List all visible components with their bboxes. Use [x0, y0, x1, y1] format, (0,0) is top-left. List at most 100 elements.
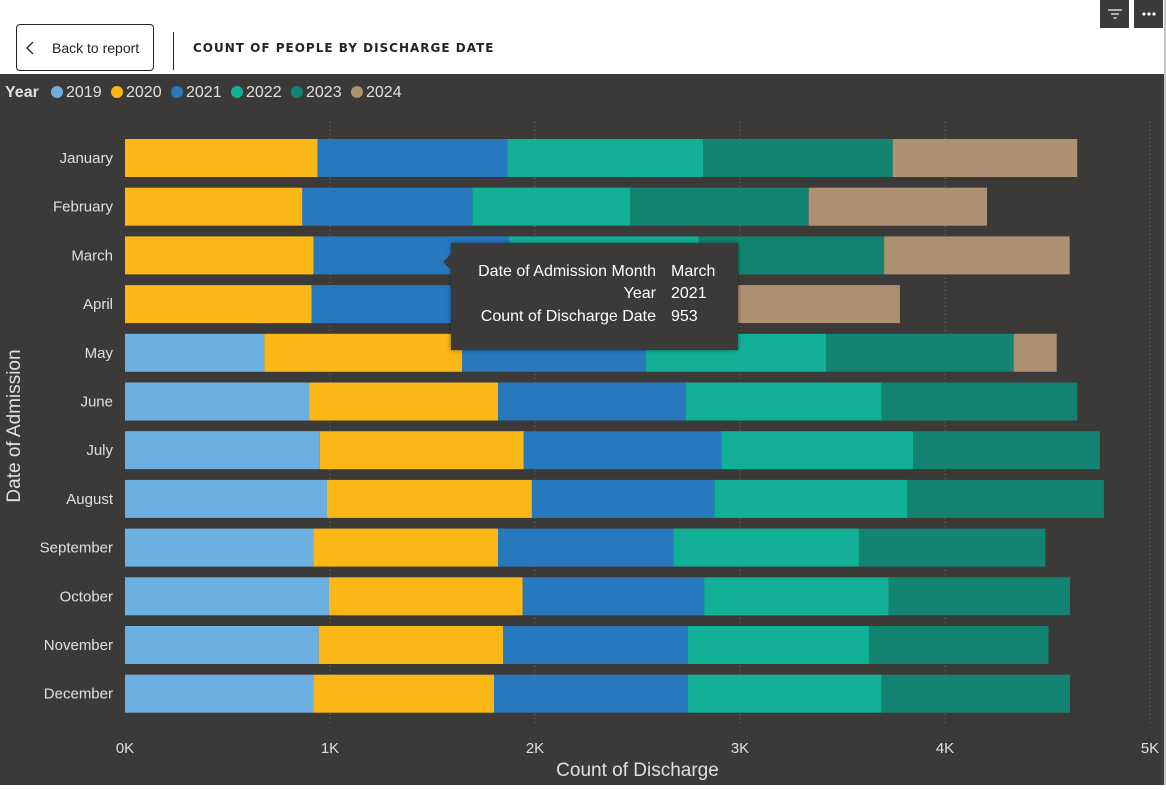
bar-segment	[302, 187, 473, 226]
bar-segment	[888, 577, 1071, 616]
bar-segment	[881, 382, 1078, 421]
bar-segment	[498, 382, 686, 421]
y-tick-label: August	[66, 491, 114, 508]
legend-label: 2024	[366, 84, 402, 101]
report-header: Back to report COUNT OF PEOPLE BY DISCHA…	[0, 0, 1166, 74]
bar-segment	[326, 479, 532, 518]
bar-segment	[907, 479, 1104, 518]
y-tick-label: December	[44, 686, 113, 703]
bar-segment	[319, 431, 524, 470]
bar-segment	[125, 479, 327, 518]
bar-segment	[881, 674, 1071, 713]
tooltip-key: Year	[623, 285, 656, 302]
x-tick-label: 3K	[731, 740, 749, 757]
bar-segment	[125, 528, 314, 567]
tooltip-pointer	[443, 254, 451, 270]
page-title: COUNT OF PEOPLE BY DISCHARGE DATE	[193, 41, 495, 55]
bar-segment	[309, 382, 499, 421]
bar-segment	[869, 626, 1049, 664]
legend-marker	[351, 86, 363, 98]
legend-label: 2022	[246, 84, 282, 101]
bar-segment	[313, 528, 499, 567]
chart-tooltip: Date of Admission Month March Year 2021 …	[443, 243, 738, 350]
bar-segment	[503, 626, 688, 664]
legend-label: 2020	[126, 84, 162, 101]
filter-icon	[1107, 9, 1122, 19]
legend-label: 2019	[66, 84, 102, 101]
bar-segment	[125, 333, 265, 372]
x-tick-label: 2K	[526, 740, 544, 757]
bar-segment	[125, 674, 314, 713]
bar-segment	[721, 431, 914, 470]
bar-segment	[826, 333, 1014, 372]
y-tick-label: September	[40, 540, 113, 557]
tooltip-row: Year 2021	[451, 285, 738, 307]
x-tick-label: 1K	[321, 740, 339, 757]
y-tick-label: November	[44, 637, 113, 654]
bar-segment	[125, 139, 318, 177]
filter-button[interactable]	[1100, 0, 1129, 28]
bar-segment	[523, 431, 722, 470]
y-tick-label: January	[60, 150, 114, 167]
back-to-report-label: Back to report	[52, 39, 140, 56]
y-axis-title: Date of Admission	[4, 349, 25, 502]
bar-segment	[317, 139, 508, 177]
chart-panel: January February March April May June July Augu…	[0, 74, 1166, 785]
x-tick-label: 0K	[116, 740, 134, 757]
legend-marker	[291, 86, 303, 98]
stacked-bar-chart: January February March April May June July Augu…	[4, 84, 1159, 781]
tooltip-value: 953	[671, 308, 698, 325]
tooltip-row: Count of Discharge Date 953	[451, 308, 738, 330]
bar-segment	[125, 187, 303, 226]
bar-segment	[125, 431, 320, 470]
y-tick-label: July	[86, 442, 113, 459]
bar-segment	[125, 285, 312, 324]
bar-segment	[328, 577, 523, 616]
x-axis-title: Count of Discharge	[556, 760, 719, 781]
bar-segment	[630, 187, 809, 226]
legend-title: Year	[5, 84, 39, 101]
tooltip-value: 2021	[671, 285, 707, 302]
legend-marker	[231, 86, 243, 98]
tooltip-value: March	[671, 263, 716, 280]
bar-segment	[704, 577, 889, 616]
bar-segment	[808, 187, 988, 226]
more-options-icon	[1141, 12, 1156, 16]
y-tick-label: May	[85, 345, 114, 362]
legend-marker	[111, 86, 123, 98]
bar-segment	[1013, 333, 1057, 372]
x-tick-label: 5K	[1141, 740, 1159, 757]
bar-segment	[884, 236, 1070, 275]
legend-marker	[171, 86, 183, 98]
bar-segment	[892, 139, 1078, 177]
bar-segment	[125, 382, 310, 421]
y-tick-label: February	[53, 199, 114, 216]
y-tick-label: October	[60, 588, 113, 605]
bar-segment	[522, 577, 705, 616]
back-to-report-button[interactable]: Back to report	[16, 24, 154, 71]
y-tick-label: March	[71, 247, 113, 264]
bar-segment	[687, 674, 882, 713]
bar-segment	[714, 479, 908, 518]
more-options-button[interactable]	[1134, 0, 1163, 28]
bar-segment	[318, 626, 504, 664]
bar-segment	[858, 528, 1046, 567]
bar-segment	[125, 577, 329, 616]
tooltip-key: Count of Discharge Date	[480, 308, 656, 325]
bar-segment	[707, 285, 900, 324]
bar-segment	[507, 139, 704, 177]
bar-segment	[913, 431, 1100, 470]
tooltip-row: Date of Admission Month March	[451, 263, 738, 285]
tooltip-key: Date of Admission Month	[478, 263, 656, 280]
bar-segment	[125, 236, 314, 275]
bar-segment	[687, 626, 870, 664]
legend-label: 2021	[186, 84, 222, 101]
bar-segment	[313, 674, 494, 713]
bar-segment	[498, 528, 674, 567]
chevron-left-icon	[26, 41, 34, 54]
y-tick-label: June	[80, 394, 113, 411]
bar-segment	[685, 382, 882, 421]
bar-segment	[472, 187, 631, 226]
bar-segment	[125, 626, 319, 664]
y-tick-label: April	[83, 296, 113, 313]
